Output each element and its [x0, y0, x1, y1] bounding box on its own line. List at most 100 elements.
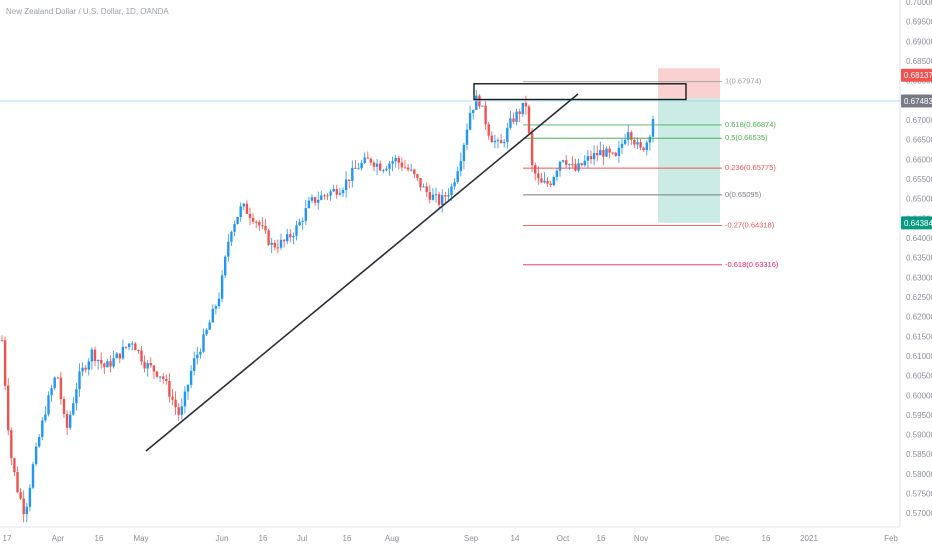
candle-body: [162, 376, 165, 380]
candle-body: [313, 197, 317, 203]
fib-level-label: 0.618(0.66874): [725, 120, 776, 129]
candle-body: [149, 363, 152, 366]
candle-body: [434, 194, 438, 196]
candle-body: [555, 170, 559, 177]
resistance-zone: [473, 83, 687, 101]
candle-body: [332, 188, 335, 192]
candle-body: [233, 223, 236, 232]
candle-body: [279, 239, 283, 248]
candle-body: [475, 95, 478, 110]
candle-body: [19, 492, 22, 499]
fib-level-label: 1(0.67974): [725, 77, 762, 86]
candle-body: [419, 177, 422, 188]
x-tick-label: Feb: [884, 534, 898, 543]
candle-body: [189, 370, 193, 385]
candle-body: [248, 213, 252, 218]
candle-body: [152, 365, 156, 372]
candle-body: [69, 414, 72, 428]
candle-body: [437, 194, 441, 205]
candle-body: [459, 161, 462, 172]
candle-body: [577, 163, 580, 171]
candle-body: [304, 208, 307, 221]
candle-body: [490, 135, 493, 143]
candle-body: [524, 102, 528, 107]
candle-body: [171, 396, 174, 400]
candle-body: [385, 168, 388, 171]
take-profit-zone: [658, 98, 720, 223]
candle-body: [642, 147, 645, 151]
candle-body: [472, 109, 475, 114]
candle-body: [462, 144, 466, 162]
candle-body: [639, 142, 642, 148]
candle-body: [636, 142, 639, 145]
candle-body: [382, 170, 385, 172]
candle-body: [0, 340, 4, 342]
candle-body: [90, 349, 94, 362]
candle-body: [276, 247, 280, 249]
candle-body: [651, 119, 655, 137]
candle-body: [487, 124, 490, 136]
candle-body: [96, 360, 100, 362]
candle-body: [227, 241, 230, 257]
x-tick-label: Oct: [557, 534, 570, 543]
candle-body: [127, 343, 131, 347]
candle-body: [25, 506, 28, 515]
candle-body: [465, 129, 469, 145]
x-tick-label: 16: [259, 534, 268, 543]
candle-body: [211, 308, 214, 323]
candle-body: [310, 197, 314, 201]
candle-body: [236, 216, 239, 224]
candle-body: [50, 388, 53, 396]
candle-body: [592, 153, 596, 160]
candle-body: [611, 152, 614, 154]
candle-body: [121, 346, 125, 359]
x-tick-label: Jun: [216, 534, 229, 543]
candle-body: [208, 322, 211, 330]
price-badge: [901, 216, 932, 230]
candle-body: [270, 242, 273, 245]
candle-body: [261, 225, 264, 227]
candle-body: [320, 195, 323, 200]
y-tick-label: 0.57000: [906, 509, 932, 518]
candle-body: [282, 239, 286, 242]
candle-body: [78, 371, 81, 390]
candle-body: [307, 200, 311, 209]
x-tick-label: 16: [762, 534, 771, 543]
candle-body: [428, 192, 431, 200]
candle-body: [447, 195, 450, 197]
candle-body: [137, 350, 140, 352]
candle-body: [174, 399, 177, 408]
candle-body: [518, 111, 521, 115]
candle-body: [239, 206, 242, 217]
candle-body: [354, 167, 357, 169]
candle-body: [630, 132, 633, 140]
candle-body: [143, 361, 146, 369]
candle-body: [31, 464, 35, 488]
candle-body: [425, 186, 428, 193]
candle-body: [453, 182, 456, 187]
candle-body: [59, 377, 63, 400]
candle-body: [515, 111, 518, 122]
candle-body: [165, 379, 168, 381]
candle-body: [568, 164, 571, 166]
candle-body: [38, 437, 41, 447]
candle-body: [397, 157, 400, 163]
candle-body: [13, 458, 16, 473]
candle-body: [416, 174, 419, 178]
candle-body: [193, 358, 196, 371]
candle-body: [217, 298, 221, 307]
candle-body: [177, 407, 180, 415]
candle-body: [7, 385, 10, 431]
fib-level-label: 0.236(0.65775): [725, 163, 776, 172]
